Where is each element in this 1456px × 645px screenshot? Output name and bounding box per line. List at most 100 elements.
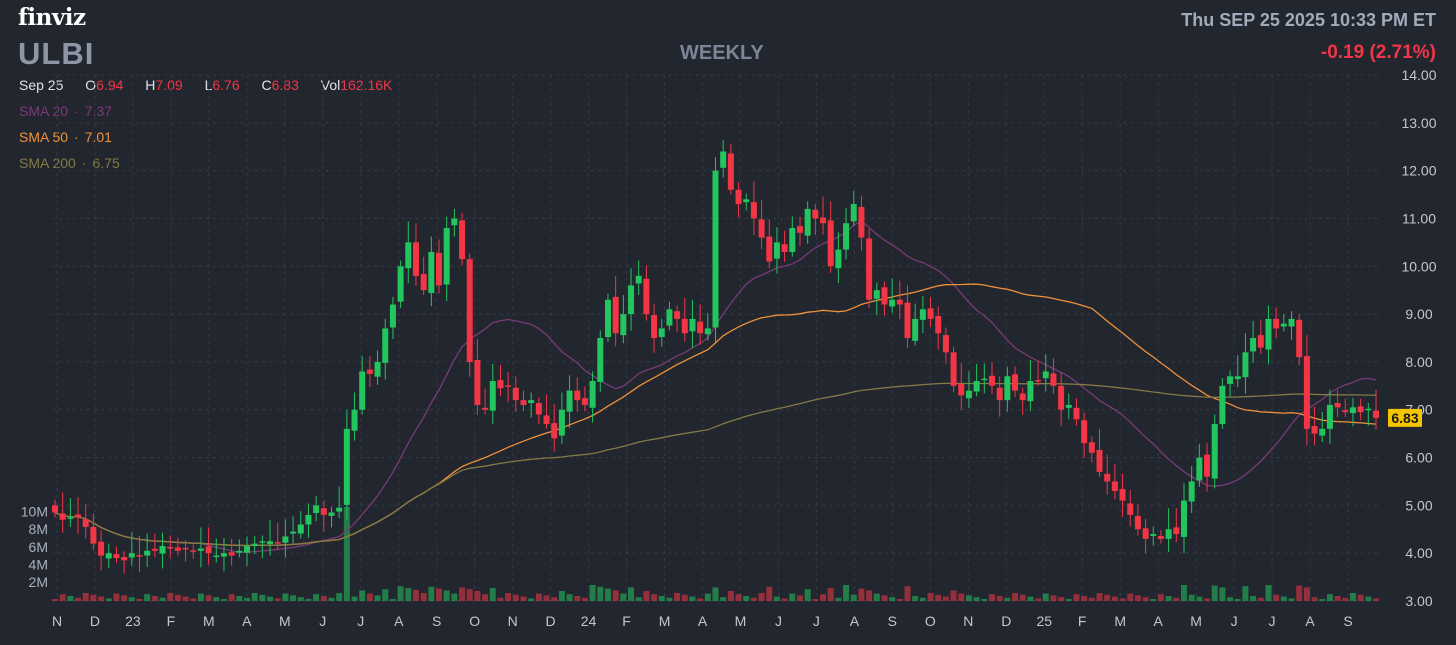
volume-bar [804, 589, 811, 601]
high-label: H [145, 77, 156, 93]
volume-bar [558, 591, 565, 601]
price-axis-label: 5.00 [1405, 497, 1432, 513]
volume-bar [674, 593, 681, 601]
candle-body [1096, 449, 1103, 472]
volume-bar [704, 593, 711, 601]
volume-bar [927, 593, 934, 601]
volume-axis-label: 4M [29, 556, 48, 572]
candle-body [397, 266, 404, 302]
candle-body [658, 328, 665, 338]
ticker-symbol: ULBI [18, 36, 95, 71]
volume-bar [1319, 599, 1326, 601]
volume-bar [1027, 596, 1034, 601]
volume-bar [167, 593, 174, 601]
candle-body [758, 219, 765, 238]
volume-bar [574, 596, 581, 601]
volume-bar [1303, 587, 1310, 601]
sma-200-legend[interactable]: SMA 200 · 6.75 [19, 155, 120, 171]
candle-body [666, 309, 673, 326]
candle-body [1111, 481, 1118, 492]
candle-body [1081, 420, 1088, 444]
candle-body [251, 543, 258, 547]
candle-body [558, 409, 565, 436]
volume-bar [336, 593, 343, 601]
time-axis-label: F [622, 613, 631, 629]
volume-bar [1173, 597, 1180, 601]
volume-bar [543, 595, 550, 601]
candle-body [389, 304, 396, 328]
candle-body [935, 316, 942, 334]
volume-bar [1157, 594, 1164, 601]
time-axis-label: M [735, 613, 747, 629]
volume-bar [727, 591, 734, 601]
volume-bar [52, 599, 58, 601]
volume-bar [635, 597, 642, 601]
candle-body [336, 507, 343, 512]
candle-body [727, 153, 734, 190]
volume-bar [1165, 596, 1172, 601]
datetime-label: Thu SEP 25 2025 10:33 PM ET [1181, 10, 1436, 30]
volume-bar [282, 593, 289, 601]
candle-body [1265, 318, 1272, 350]
time-axis-label: J [1231, 613, 1238, 629]
volume-bar [850, 594, 857, 601]
volume-bar [1250, 596, 1257, 601]
volume-bar [1334, 596, 1341, 601]
time-axis-label: M [203, 613, 215, 629]
candle-body [1073, 407, 1080, 420]
candle-body [1050, 373, 1057, 386]
finviz-logo[interactable]: finviz [18, 4, 86, 31]
volume-bar [98, 596, 105, 601]
sma-20-legend[interactable]: SMA 20 · 7.37 [19, 103, 112, 119]
candle-body [981, 378, 988, 381]
candle-body [1165, 529, 1172, 539]
volume-bar [251, 593, 258, 601]
price-axis-label: 4.00 [1405, 545, 1432, 561]
candle-body [182, 547, 189, 550]
time-axis-label: A [394, 613, 404, 629]
candle-body [635, 275, 642, 284]
candle-body [290, 531, 297, 534]
candle-body [881, 287, 888, 305]
time-axis-label: D [90, 613, 100, 629]
candle-body [75, 514, 82, 518]
candle-body [228, 552, 235, 556]
volume-bar [1004, 597, 1011, 601]
candle-body [1296, 319, 1303, 358]
candle-body [197, 548, 204, 551]
volume-bar [1127, 593, 1134, 601]
time-axis-label: J [357, 613, 364, 629]
candle-body [896, 299, 903, 305]
candle-body [1180, 500, 1187, 537]
volume-bar [789, 593, 796, 601]
volume-bar [351, 596, 358, 601]
candle-body [374, 361, 381, 377]
volume-bar [620, 593, 627, 601]
candle-body [689, 318, 696, 332]
candle-body [474, 359, 481, 405]
volume-bar [597, 586, 604, 601]
sma-200-line [54, 382, 1377, 547]
candle-body [497, 380, 504, 389]
volume-bars [52, 506, 1379, 601]
price-axis-label: 3.00 [1405, 593, 1432, 609]
volume-bar [1050, 595, 1057, 601]
volume-bar [320, 596, 327, 601]
candle-body [958, 383, 965, 396]
volume-bar [1150, 599, 1157, 601]
candle-body [366, 369, 373, 374]
volume-bar [919, 597, 926, 601]
volume-bar [712, 587, 719, 601]
price-axis-label: 10.00 [1401, 258, 1436, 274]
candle-body [1250, 338, 1257, 352]
candle-body [351, 409, 358, 431]
candle-body [90, 526, 97, 544]
volume-axis-label: 8M [29, 521, 48, 537]
volume-bar [313, 594, 320, 601]
time-axis-label: N [52, 613, 62, 629]
candle-body [912, 318, 919, 341]
candle-body [566, 390, 573, 412]
volume-bar [881, 595, 888, 601]
sma-50-legend[interactable]: SMA 50 · 7.01 [19, 129, 112, 145]
